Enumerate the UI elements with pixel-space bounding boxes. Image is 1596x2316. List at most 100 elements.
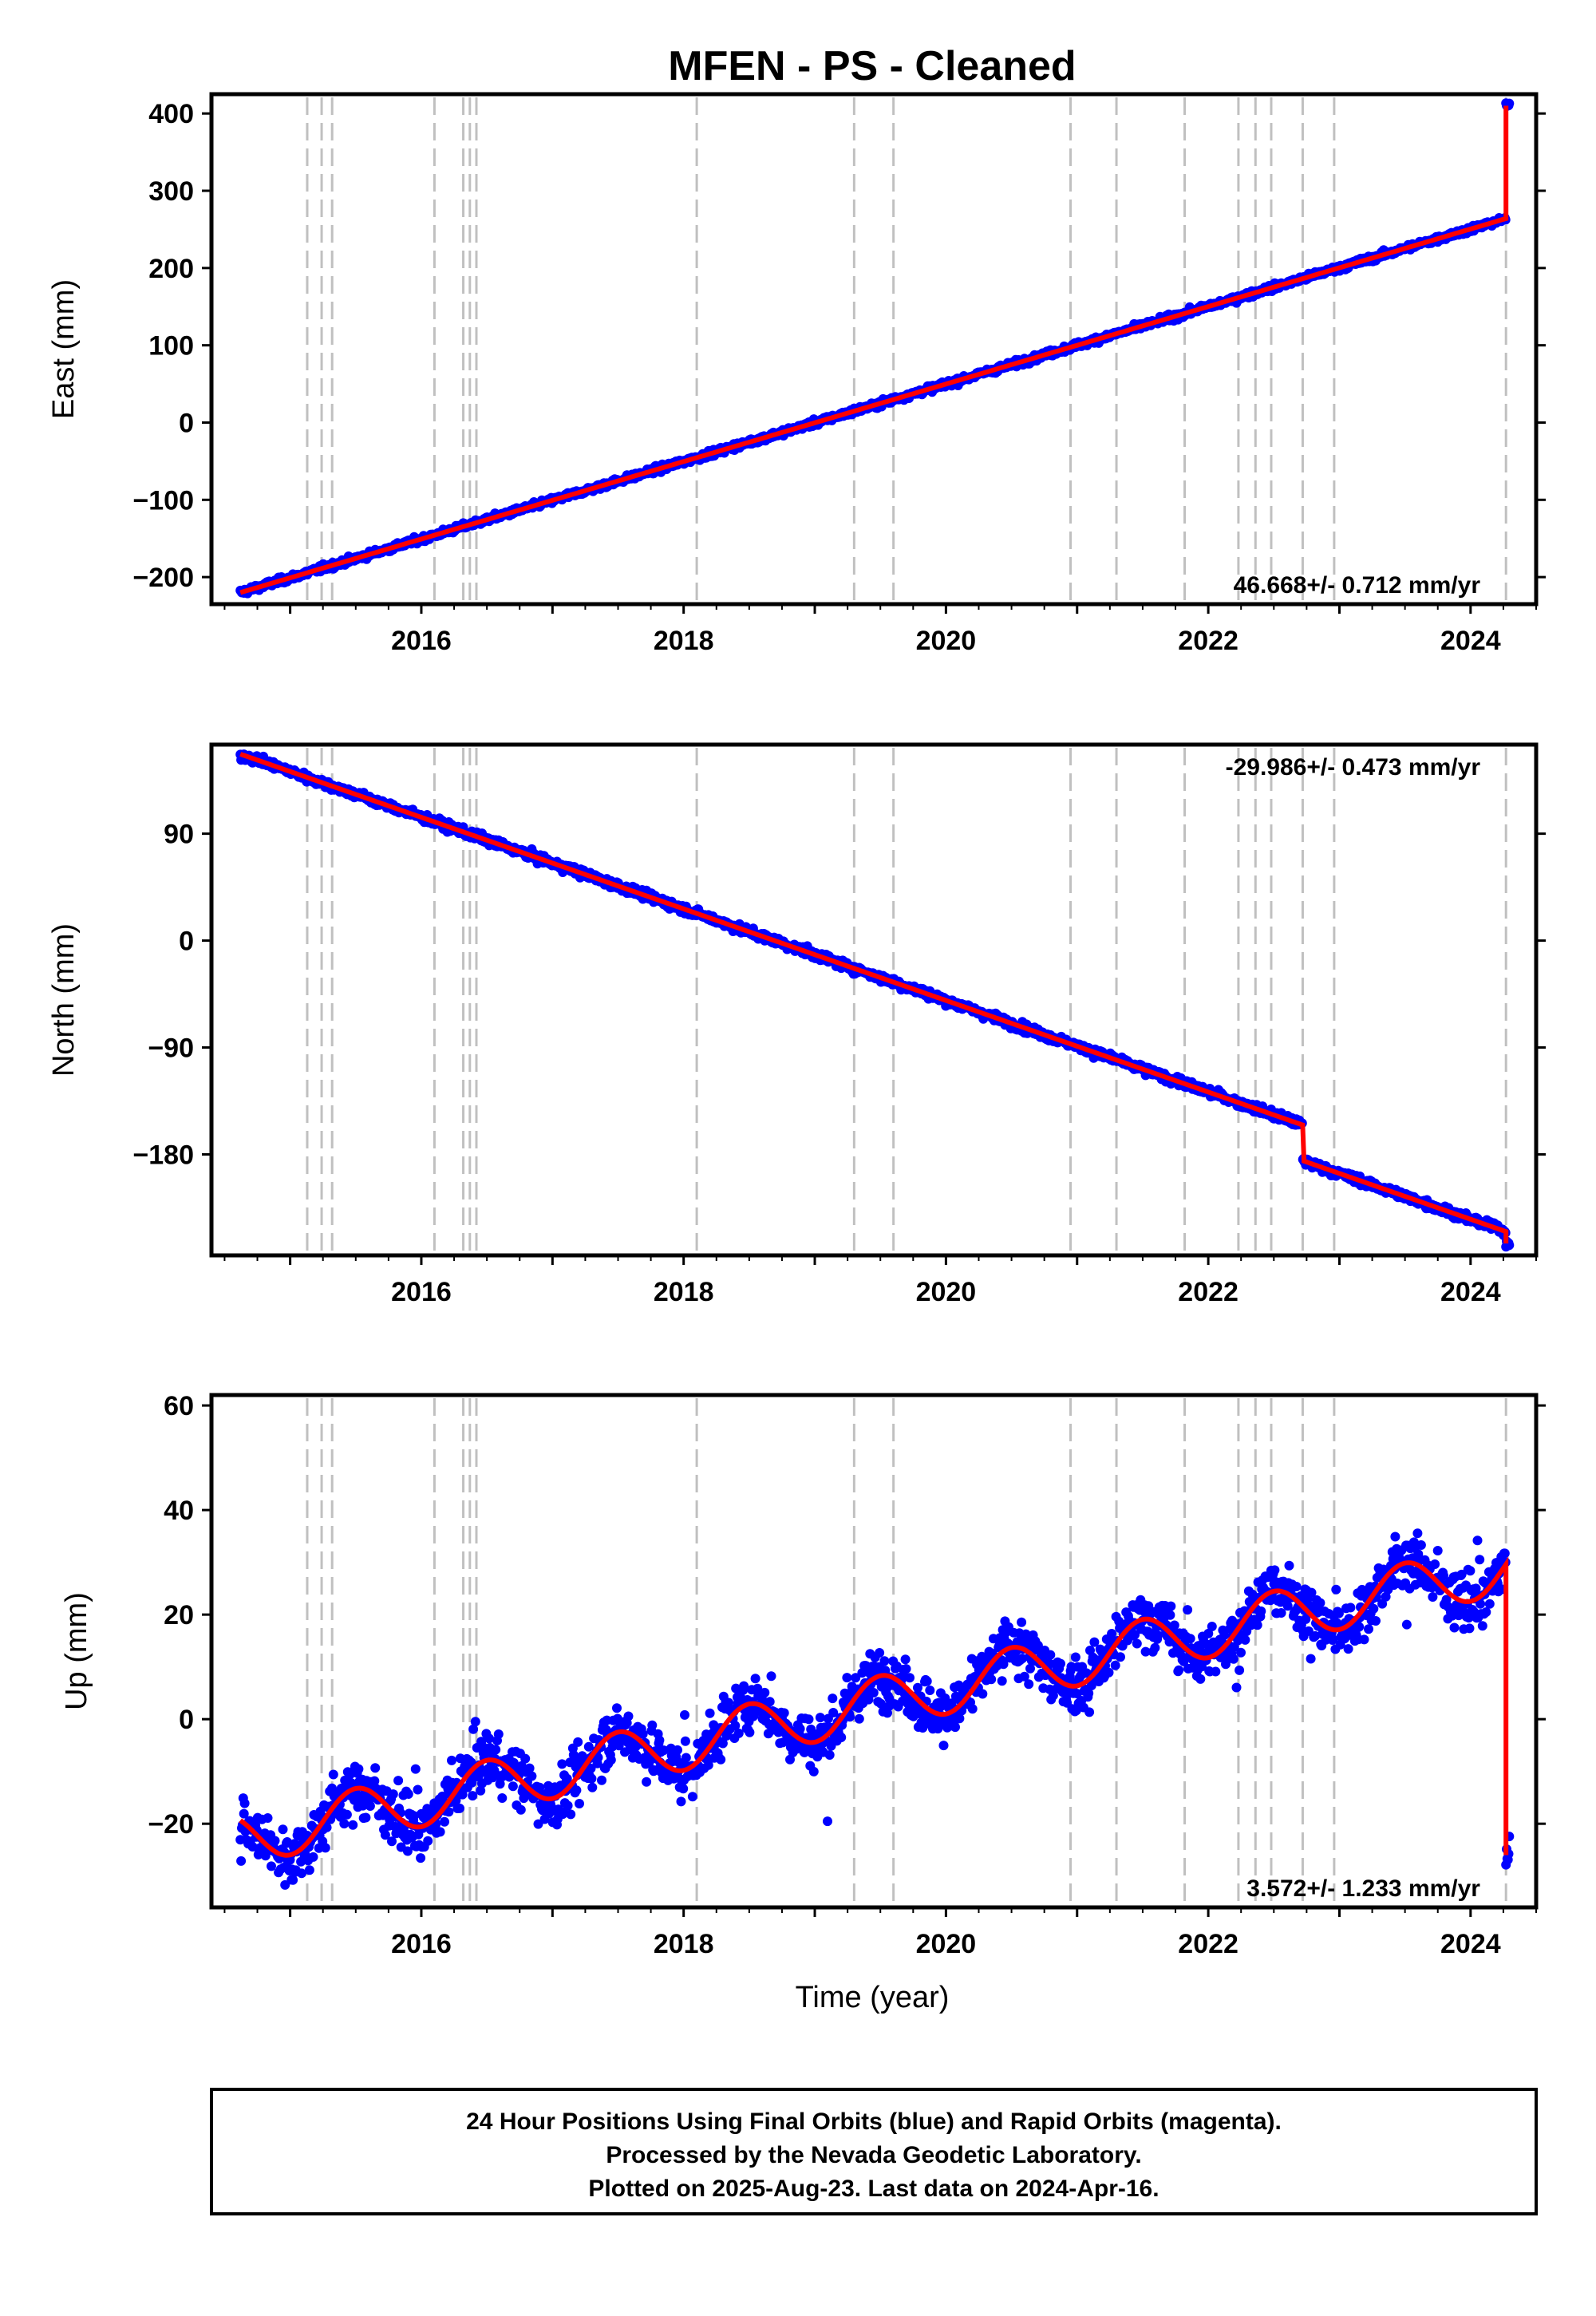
data-point: [278, 1824, 288, 1835]
data-point: [875, 1648, 885, 1658]
y-axis-label: East (mm): [47, 279, 81, 419]
data-point: [516, 1761, 527, 1771]
data-point: [680, 1736, 690, 1746]
data-point: [587, 1782, 598, 1792]
data-point: [342, 1809, 352, 1820]
data-point: [339, 1819, 350, 1829]
data-point: [1107, 1629, 1117, 1638]
data-point: [403, 1789, 413, 1799]
data-point: [1045, 1650, 1056, 1660]
data-point: [828, 1694, 838, 1704]
x-tick-label: 2018: [654, 626, 714, 656]
data-point: [282, 1837, 292, 1847]
data-point: [491, 1745, 501, 1755]
x-axis: 2016 2018 2020 2022 2024: [223, 1255, 1537, 1307]
data-point: [497, 1793, 508, 1803]
data-point: [402, 1846, 413, 1856]
y-tick-label: 400: [148, 99, 194, 129]
data-point: [854, 1713, 864, 1724]
data-point: [380, 1830, 390, 1840]
data-point: [447, 1755, 456, 1765]
data-point: [997, 1676, 1007, 1686]
data-point: [925, 1686, 935, 1695]
data-point: [476, 1785, 486, 1796]
data-point: [457, 1789, 468, 1800]
data-point: [705, 1708, 715, 1718]
data-point: [875, 1698, 886, 1709]
data-point: [597, 1775, 606, 1785]
data-point: [455, 1803, 464, 1813]
data-point: [393, 1776, 404, 1786]
y-tick-label: 0: [179, 927, 194, 957]
data-point: [647, 1720, 658, 1730]
data-point: [978, 1689, 988, 1699]
data-point: [1056, 1658, 1065, 1669]
data-point: [308, 1852, 318, 1862]
data-point: [1017, 1654, 1028, 1664]
data-point: [900, 1654, 911, 1665]
data-point: [716, 1754, 726, 1765]
x-tick-label: 2024: [1440, 626, 1501, 656]
data-point: [1025, 1663, 1035, 1674]
data-point: [484, 1733, 494, 1744]
data-point: [642, 1777, 652, 1787]
data-point: [879, 1656, 890, 1666]
data-point: [739, 1681, 749, 1691]
data-point: [836, 1733, 847, 1742]
data-point: [654, 1735, 665, 1745]
data-point: [676, 1796, 686, 1807]
data-point: [571, 1785, 582, 1796]
data-point: [566, 1809, 576, 1820]
data-point: [370, 1763, 381, 1773]
data-point: [423, 1836, 433, 1846]
data-point: [779, 1708, 789, 1718]
data-point: [388, 1789, 398, 1800]
data-point: [730, 1721, 741, 1731]
data-point: [516, 1804, 526, 1815]
data-point: [369, 1776, 380, 1786]
data-point: [905, 1673, 915, 1683]
x-tick-label: 2020: [916, 626, 977, 656]
data-point: [535, 1782, 545, 1792]
data-point: [764, 1697, 775, 1707]
data-point: [328, 1769, 338, 1780]
data-point: [760, 1687, 770, 1697]
data-point: [468, 1724, 479, 1734]
data-point: [495, 1779, 505, 1789]
data-point: [1132, 1638, 1142, 1649]
data-point: [524, 1763, 535, 1773]
data-point: [1130, 1630, 1140, 1640]
data-point: [322, 1822, 332, 1832]
data-point: [1070, 1652, 1080, 1662]
y-axis-label: North (mm): [47, 923, 81, 1077]
data-point: [470, 1717, 480, 1727]
y-tick-label: 100: [148, 331, 194, 362]
data-point: [1084, 1688, 1094, 1698]
data-point: [527, 1771, 537, 1781]
x-tick-label: 2022: [1178, 1277, 1238, 1307]
data-point: [606, 1755, 616, 1765]
y-tick-label: −100: [132, 485, 194, 516]
data-point: [681, 1753, 691, 1763]
y-tick-label: −90: [148, 1034, 194, 1064]
data-point: [638, 1729, 648, 1739]
event-lines: [306, 748, 1507, 1252]
data-point: [1110, 1660, 1120, 1670]
data-point: [678, 1784, 689, 1794]
data-point: [365, 1801, 375, 1811]
chart-title: MFEN - PS - Cleaned: [668, 43, 1076, 89]
data-point: [750, 1674, 760, 1684]
data-point: [263, 1813, 273, 1823]
model-line: [239, 752, 1509, 1244]
data-point: [593, 1753, 603, 1763]
data-point: [297, 1868, 306, 1879]
data-point: [828, 1708, 839, 1717]
data-point: [1089, 1637, 1100, 1647]
data-point: [236, 1856, 247, 1866]
data-point: [239, 1808, 249, 1819]
data-point: [733, 1728, 744, 1738]
data-point: [863, 1694, 874, 1705]
data-point: [946, 1698, 957, 1709]
